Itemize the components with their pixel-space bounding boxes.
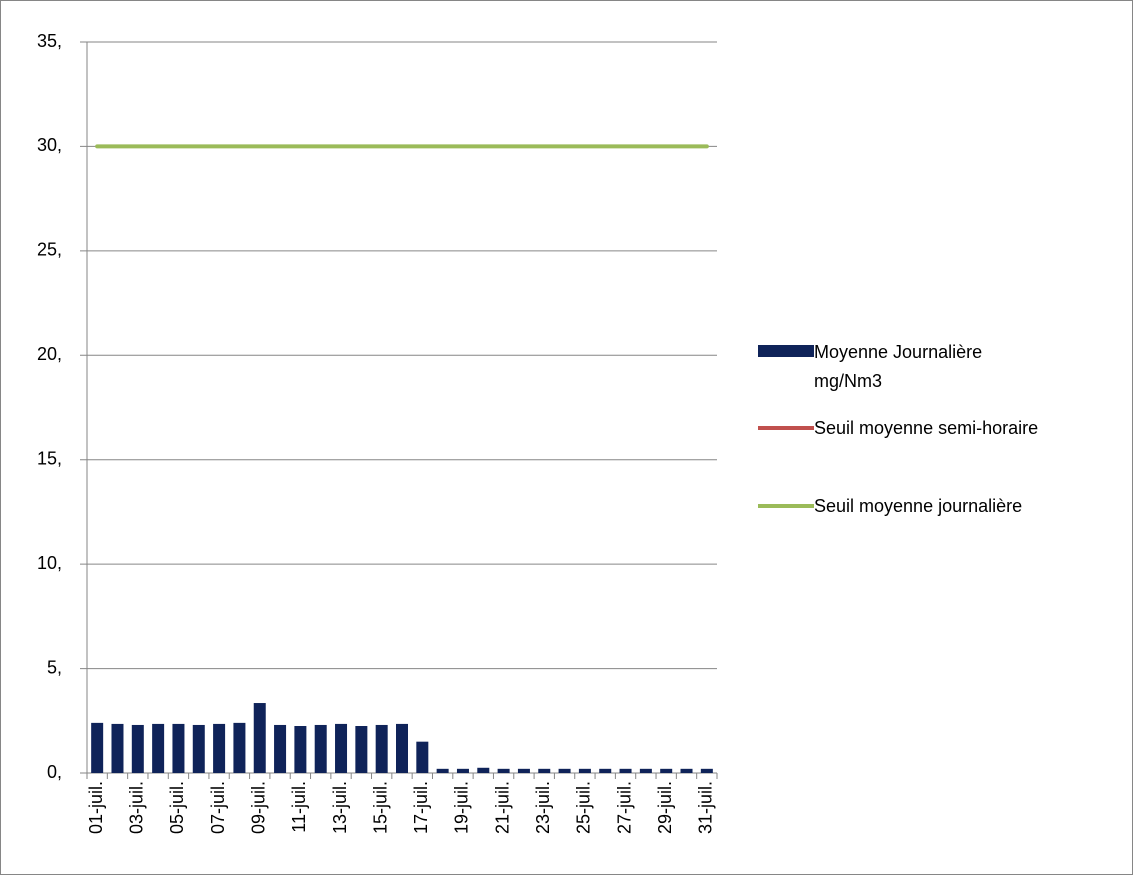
bar — [375, 724, 388, 773]
bar — [213, 723, 226, 773]
bar — [456, 768, 469, 773]
bar — [274, 724, 287, 773]
x-tick-label: 09-juil. — [248, 781, 268, 834]
bar — [517, 768, 530, 773]
x-tick-label: 11-juil. — [289, 781, 309, 833]
x-tick-label: 01-juil. — [86, 781, 106, 834]
bar — [131, 724, 144, 773]
bar — [619, 768, 632, 773]
bar — [111, 723, 124, 773]
bar — [700, 768, 713, 773]
y-tick-label: 10, — [37, 553, 62, 573]
y-tick-label: 0, — [47, 762, 62, 782]
bar — [91, 722, 104, 773]
legend-label: Seuil moyenne semi-horaire — [814, 418, 1039, 438]
bar — [152, 723, 165, 773]
bar — [578, 768, 591, 773]
x-tick-label: 25-juil. — [574, 781, 594, 834]
legend-symbol — [758, 426, 814, 430]
x-tick-label: 05-juil. — [167, 781, 187, 834]
bar — [639, 768, 652, 773]
bar — [558, 768, 571, 773]
x-tick-label: 23-juil. — [533, 781, 553, 834]
bar — [172, 723, 185, 773]
y-tick-label: 5, — [47, 657, 62, 677]
bar — [233, 722, 246, 773]
y-tick-label: 30, — [37, 135, 62, 155]
x-tick-label: 07-juil. — [208, 781, 228, 834]
x-tick-label: 29-juil. — [655, 781, 675, 834]
x-tick-label: 27-juil. — [614, 781, 634, 834]
bar — [335, 723, 348, 773]
legend-symbol-box — [758, 492, 814, 518]
bar — [294, 726, 307, 773]
x-tick-label: 21-juil. — [492, 781, 512, 834]
bar — [314, 724, 327, 773]
y-tick-label: 35, — [37, 31, 62, 51]
legend-symbol-box — [758, 338, 814, 364]
x-tick-label: 17-juil. — [411, 781, 431, 834]
legend-entry: Seuil moyenne semi-horaire — [758, 414, 1118, 443]
legend-symbol — [758, 345, 814, 357]
x-tick-label: 13-juil. — [330, 781, 350, 834]
x-tick-label: 15-juil. — [370, 781, 390, 834]
legend-label: Moyenne Journalière mg/Nm3 — [814, 342, 983, 391]
bar — [599, 768, 612, 773]
legend-symbol-box — [758, 414, 814, 440]
y-tick-label: 20, — [37, 344, 62, 364]
bar — [436, 768, 449, 773]
x-tick-label: 03-juil. — [127, 781, 147, 834]
legend-label: Seuil moyenne journalière — [814, 496, 1023, 516]
legend-symbol — [758, 504, 814, 508]
bar — [538, 768, 551, 773]
legend-entry: Seuil moyenne journalière — [758, 492, 1118, 521]
x-tick-label: 31-juil. — [696, 781, 716, 834]
bar — [253, 703, 266, 773]
bar — [192, 724, 205, 773]
bar — [355, 726, 368, 773]
bar — [660, 768, 673, 773]
bar — [497, 768, 510, 773]
legend: Moyenne Journalière mg/Nm3 Seuil moyenne … — [758, 338, 1118, 521]
x-tick-label: 19-juil. — [452, 781, 472, 834]
bar — [477, 767, 490, 773]
bar — [396, 723, 408, 773]
legend-entry: Moyenne Journalière mg/Nm3 — [758, 338, 1118, 396]
y-tick-label: 15, — [37, 448, 62, 468]
y-tick-label: 25, — [37, 240, 62, 260]
bar — [416, 741, 429, 773]
bar — [680, 768, 693, 773]
